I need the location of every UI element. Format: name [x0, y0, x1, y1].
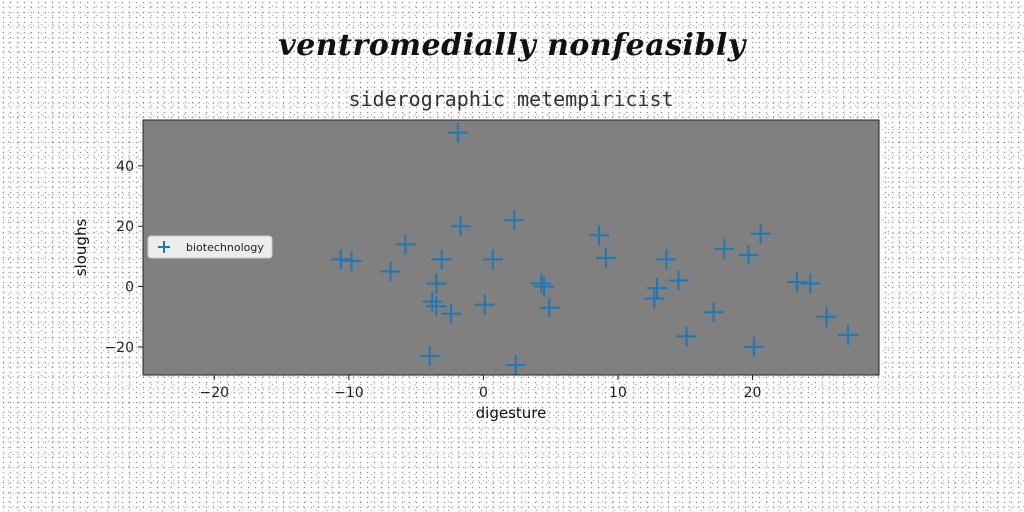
data-point [447, 122, 468, 143]
x-tick-label: −10 [334, 385, 364, 401]
legend-box [147, 235, 273, 259]
figure-suptitle: ventromedially nonfeasibly [278, 28, 746, 63]
data-point [644, 288, 665, 309]
data-point [656, 249, 677, 270]
data-point [441, 303, 462, 324]
x-tick-label: 20 [744, 385, 762, 401]
data-point [589, 225, 610, 246]
legend-marker [158, 241, 170, 253]
y-axis-label: sloughs [72, 219, 90, 277]
data-point [838, 324, 859, 345]
data-point [341, 250, 362, 271]
data-point [668, 270, 689, 291]
legend-label: biotechnology [186, 241, 264, 254]
data-point [714, 238, 735, 259]
data-point [431, 249, 452, 270]
data-point [738, 244, 759, 265]
x-tick-label: 10 [609, 385, 627, 401]
y-tick-label: 0 [125, 280, 134, 296]
data-point [450, 216, 471, 237]
data-point [419, 345, 440, 366]
data-point [482, 249, 503, 270]
data-point [380, 261, 401, 282]
data-point [646, 278, 667, 299]
data-point [703, 302, 724, 323]
x-axis-label: digesture [476, 404, 547, 422]
y-tick-label: −20 [104, 340, 134, 356]
data-point [786, 272, 807, 293]
data-point [743, 336, 764, 357]
data-point [395, 234, 416, 255]
y-tick-label: 40 [116, 159, 134, 175]
data-point [595, 247, 616, 268]
data-point [676, 326, 697, 347]
data-point [531, 273, 552, 294]
data-point [816, 306, 837, 327]
data-point [533, 276, 554, 297]
data-point [474, 294, 495, 315]
x-tick-label: 0 [479, 385, 488, 401]
data-point [426, 273, 447, 294]
x-tick-label: −20 [200, 385, 230, 401]
data-point [426, 296, 447, 317]
plot-frame [142, 119, 880, 376]
data-point [505, 355, 526, 376]
data-point [750, 223, 771, 244]
data-point [539, 297, 560, 318]
y-tick-label: 20 [116, 219, 134, 235]
chart-title: siderographic metempiricist [348, 87, 673, 111]
data-point [422, 291, 443, 312]
data-point [800, 273, 821, 294]
data-point [504, 210, 525, 231]
data-point [330, 249, 351, 270]
